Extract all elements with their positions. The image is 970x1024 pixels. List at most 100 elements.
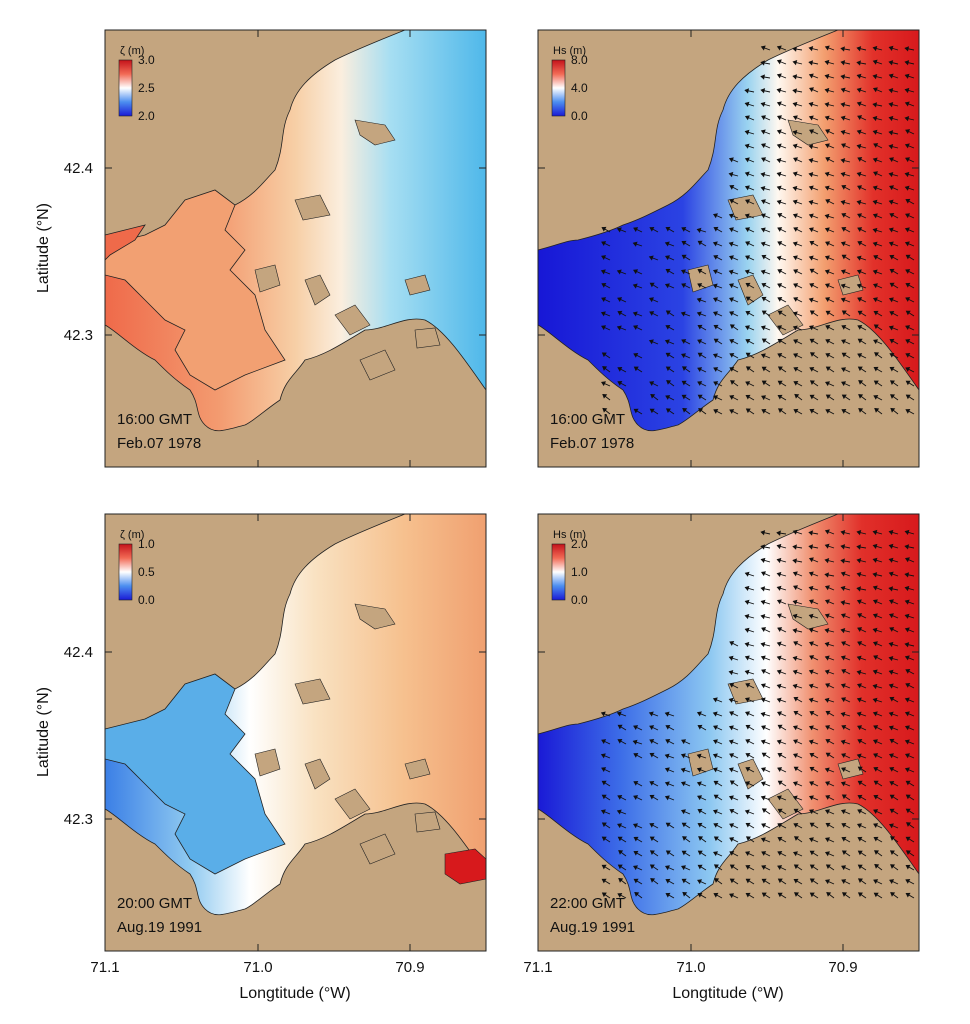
wave-arrow-head — [888, 613, 894, 619]
wave-arrow-head — [600, 809, 606, 815]
wave-arrow-head — [649, 381, 655, 386]
wave-arrow-head — [841, 767, 847, 773]
wave-arrow-head — [890, 892, 896, 897]
islands — [254, 119, 441, 381]
wave-arrow-head — [760, 655, 766, 661]
wave-arrow-head — [825, 822, 831, 828]
wave-arrow-head — [777, 767, 783, 773]
wave-arrow-head — [792, 558, 797, 564]
wave-arrow-head — [809, 325, 814, 331]
wave-arrow-head — [888, 60, 894, 66]
wave-arrow-head — [809, 87, 815, 93]
wave-arrow-head — [729, 837, 735, 842]
wave-arrow-head — [697, 864, 703, 870]
wave-arrow-head — [776, 557, 782, 564]
wave-arrow-head — [696, 711, 702, 717]
wave-arrow-head — [649, 226, 655, 232]
wave-arrow-head — [729, 409, 735, 414]
wave-arrow-head — [888, 599, 894, 605]
wave-arrow-head — [745, 227, 751, 233]
wave-arrow-head — [808, 627, 814, 633]
wave-arrow-head — [905, 297, 911, 302]
wave-arrow-head — [745, 878, 751, 884]
wave-arrow-head — [697, 822, 703, 828]
wave-arrow-head — [857, 850, 863, 856]
wave-arrow-head — [841, 367, 847, 373]
wave-arrow-head — [889, 781, 895, 786]
colorbar-tick-label: 0.0 — [571, 593, 588, 607]
wave-arrow-head — [857, 310, 863, 316]
wave-arrow-head — [760, 185, 766, 192]
wave-arrow-head — [777, 394, 783, 400]
wave-arrow-head — [794, 393, 800, 399]
wave-arrow-head — [904, 529, 910, 536]
wave-arrow-head — [872, 557, 878, 563]
wave-arrow-head — [681, 283, 687, 288]
wave-arrow-head — [633, 269, 639, 275]
panel-frame — [104, 29, 487, 468]
wave-arrow-head — [760, 739, 766, 745]
wave-arrow-head — [728, 739, 734, 745]
wave-arrow-head — [760, 530, 766, 536]
wave-arrow-head — [665, 366, 671, 372]
wave-arrow-head — [761, 408, 767, 414]
wave-arrow-head — [825, 241, 831, 247]
wave-arrow-head — [728, 767, 734, 773]
wave-arrow-head — [824, 599, 830, 605]
wave-arrow-head — [824, 227, 830, 233]
wave-arrow-head — [825, 781, 831, 787]
wave-arrow-head — [888, 655, 894, 662]
wave-arrow-head — [857, 240, 863, 246]
wave-arrow-head — [808, 115, 814, 121]
wave-arrow-head — [729, 893, 735, 899]
wave-arrow-head — [777, 836, 783, 842]
wave-arrow-head — [665, 878, 671, 884]
colorbar-tick-label: 8.0 — [571, 53, 588, 67]
wave-arrow-head — [889, 338, 895, 344]
wave-arrow-head — [745, 338, 751, 344]
wave-arrow-head — [650, 878, 656, 883]
wave-arrow-head — [713, 311, 718, 317]
wave-arrow-head — [824, 669, 830, 675]
wave-arrow-head — [841, 310, 847, 316]
wave-arrow-head — [840, 171, 846, 177]
wave-arrow-head — [888, 753, 894, 759]
wave-arrow-head — [760, 88, 766, 94]
wave-arrow-head — [713, 297, 718, 303]
x-tick-label: 71.0 — [676, 959, 705, 976]
wave-arrow-head — [729, 780, 735, 786]
wave-arrow-head — [825, 752, 831, 758]
wave-arrow-head — [649, 822, 655, 828]
wave-arrow-head — [729, 878, 735, 884]
wave-arrow-head — [729, 367, 735, 372]
wave-arrow-head — [840, 269, 846, 275]
wave-arrow-head — [872, 115, 878, 122]
wave-arrow-head — [777, 241, 783, 246]
wave-arrow-head — [777, 310, 783, 316]
wave-arrow-head — [904, 572, 910, 578]
wave-arrow-head — [665, 310, 671, 316]
wave-arrow-head — [840, 558, 845, 564]
wave-arrow-head — [872, 59, 878, 65]
wave-arrow-head — [744, 213, 750, 219]
wave-arrow-head — [777, 283, 783, 288]
wave-arrow-head — [713, 409, 719, 414]
wave-arrow-head — [809, 240, 815, 246]
wave-arrow-head — [744, 697, 750, 703]
wave-arrow-head — [618, 877, 624, 883]
wave-arrow-head — [665, 268, 671, 274]
wave-arrow-head — [905, 198, 911, 204]
wave-arrow-head — [777, 711, 782, 717]
wave-arrow-head — [761, 143, 767, 149]
wave-arrow-head — [792, 613, 798, 619]
wave-arrow-head — [793, 641, 799, 646]
wave-arrow-head — [760, 269, 766, 275]
wave-arrow-head — [824, 558, 830, 564]
wave-arrow-head — [744, 655, 750, 661]
colorbar — [551, 543, 566, 601]
wave-arrow-head — [633, 325, 639, 331]
wave-arrow-head — [888, 683, 894, 689]
wave-arrow-head — [825, 837, 830, 843]
wave-arrow-head — [824, 143, 830, 149]
wave-arrow-head — [874, 352, 880, 357]
